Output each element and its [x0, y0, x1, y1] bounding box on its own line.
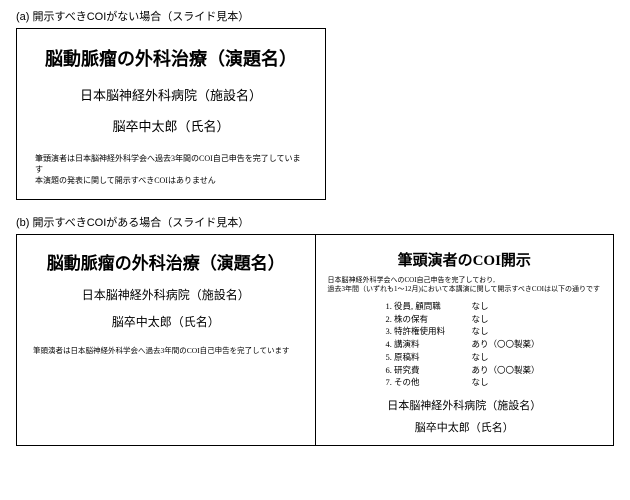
coi-desc2: 過去3年間（いずれも1～12月)において本講演に関して開示すべきCOIは以下の通…: [328, 285, 602, 294]
coi-title: 筆頭演者のCOI開示: [324, 249, 606, 270]
slide-a: 脳動脈瘤の外科治療（演題名） 日本脳神経外科病院（施設名） 脳卒中太郎（氏名） …: [16, 28, 326, 200]
slide-a-note2: 本演題の発表に関して開示すべきCOIはありません: [35, 175, 307, 186]
slide-b-institution: 日本脳神経外科病院（施設名）: [25, 286, 307, 303]
slide-b-row: 脳動脈瘤の外科治療（演題名） 日本脳神経外科病院（施設名） 脳卒中太郎（氏名） …: [16, 234, 614, 446]
coi-institution: 日本脳神経外科病院（施設名）: [324, 397, 606, 413]
coi-item-1: 1. 役員, 顧問職なし: [386, 300, 606, 313]
slide-b-author: 脳卒中太郎（氏名）: [25, 313, 307, 330]
coi-item-5: 5. 原稿料なし: [386, 351, 606, 364]
slide-a-author: 脳卒中太郎（氏名）: [27, 116, 315, 135]
slide-a-title: 脳動脈瘤の外科治療（演題名）: [27, 45, 315, 71]
slide-a-note1: 筆頭演者は日本脳神経外科学会へ過去3年間のCOI自己申告を完了しています: [35, 153, 307, 175]
coi-item-6: 6. 研究費あり（〇〇製薬）: [386, 364, 606, 377]
section-b-label: (b) 開示すべきCOIがある場合（スライド見本）: [16, 214, 614, 230]
coi-item-7: 7. その他なし: [386, 376, 606, 389]
section-b: (b) 開示すべきCOIがある場合（スライド見本） 脳動脈瘤の外科治療（演題名）…: [16, 214, 614, 446]
slide-a-note: 筆頭演者は日本脳神経外科学会へ過去3年間のCOI自己申告を完了しています 本演題…: [27, 153, 315, 187]
coi-item-4: 4. 講演料あり（〇〇製薬）: [386, 338, 606, 351]
section-a: (a) 開示すべきCOIがない場合（スライド見本） 脳動脈瘤の外科治療（演題名）…: [16, 8, 614, 200]
coi-desc1: 日本脳神経外科学会へのCOI自己申告を完了しており,: [328, 276, 602, 285]
coi-author: 脳卒中太郎（氏名）: [324, 419, 606, 435]
coi-desc: 日本脳神経外科学会へのCOI自己申告を完了しており, 過去3年間（いずれも1～1…: [324, 276, 606, 294]
slide-b-note: 筆頭演者は日本脳神経外科学会へ過去3年間のCOI自己申告を完了しています: [25, 346, 307, 357]
slide-b-left: 脳動脈瘤の外科治療（演題名） 日本脳神経外科病院（施設名） 脳卒中太郎（氏名） …: [16, 234, 315, 446]
coi-item-3: 3. 特許権使用料なし: [386, 325, 606, 338]
slide-b-right: 筆頭演者のCOI開示 日本脳神経外科学会へのCOI自己申告を完了しており, 過去…: [315, 234, 615, 446]
slide-a-institution: 日本脳神経外科病院（施設名）: [27, 85, 315, 104]
slide-b-title: 脳動脈瘤の外科治療（演題名）: [25, 249, 307, 274]
coi-list: 1. 役員, 顧問職なし 2. 株の保有なし 3. 特許権使用料なし 4. 講演…: [324, 300, 606, 389]
coi-item-2: 2. 株の保有なし: [386, 313, 606, 326]
section-a-label: (a) 開示すべきCOIがない場合（スライド見本）: [16, 8, 614, 24]
